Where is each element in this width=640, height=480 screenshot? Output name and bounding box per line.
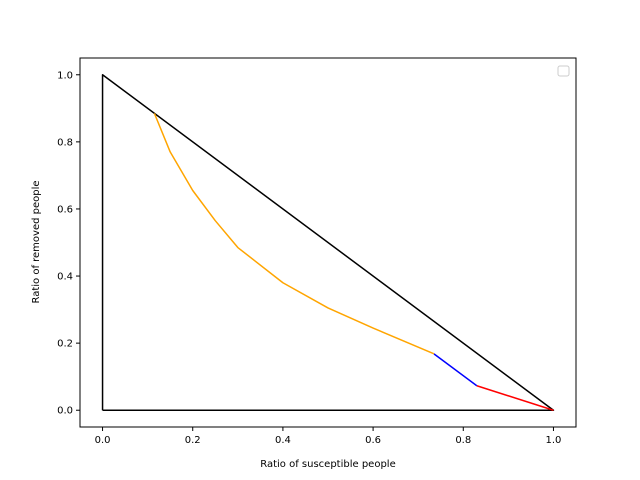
x-tick-label: 0.8 (455, 435, 471, 446)
x-axis-label: Ratio of susceptible people (260, 459, 395, 470)
x-tick-label: 1.0 (546, 435, 562, 446)
x-tick-label: 0.0 (95, 435, 111, 446)
y-tick-label: 0.6 (57, 204, 73, 215)
axes-layer: 0.0 0.2 0.4 0.6 0.8 1.0 0.0 0.2 0.4 0.6 0.8 1.0 (57, 70, 561, 446)
y-tick-label: 0.8 (57, 137, 73, 148)
y-tick-label: 0.4 (57, 272, 73, 283)
series-line-2 (433, 353, 478, 387)
series-line-3 (153, 113, 435, 355)
legend-box (557, 65, 570, 77)
x-tick-label: 0.2 (185, 435, 201, 446)
y-tick-label: 1.0 (57, 70, 73, 81)
x-tick-label: 0.6 (365, 435, 381, 446)
series-line-0 (101, 74, 555, 411)
x-tick-label: 0.4 (275, 435, 291, 446)
series-layer (101, 74, 555, 411)
y-tick-label: 0.2 (57, 339, 73, 350)
series-line-1 (476, 385, 554, 411)
plot-frame (79, 57, 577, 428)
y-tick-label: 0.0 (57, 406, 73, 417)
y-axis-label: Ratio of removed people (31, 180, 42, 303)
